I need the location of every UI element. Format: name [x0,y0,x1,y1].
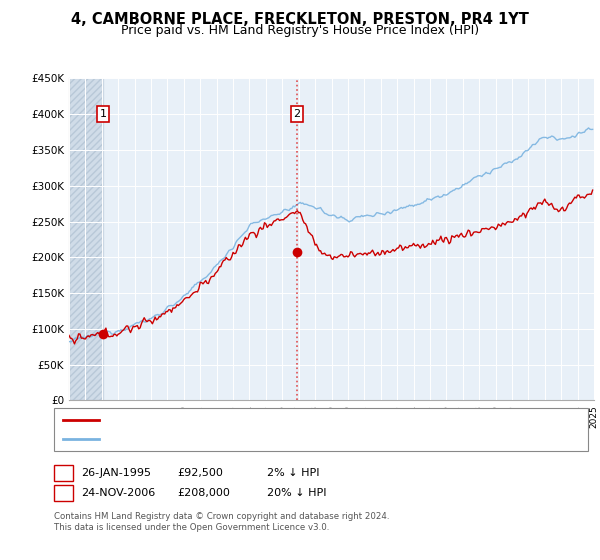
Text: 1: 1 [60,468,67,478]
Text: 2: 2 [293,109,301,119]
Text: 4, CAMBORNE PLACE, FRECKLETON, PRESTON, PR4 1YT (detached house): 4, CAMBORNE PLACE, FRECKLETON, PRESTON, … [105,415,488,425]
Text: Price paid vs. HM Land Registry's House Price Index (HPI): Price paid vs. HM Land Registry's House … [121,24,479,37]
Text: £92,500: £92,500 [177,468,223,478]
Text: 2% ↓ HPI: 2% ↓ HPI [267,468,320,478]
Text: 2: 2 [60,488,67,498]
Text: 4, CAMBORNE PLACE, FRECKLETON, PRESTON, PR4 1YT: 4, CAMBORNE PLACE, FRECKLETON, PRESTON, … [71,12,529,27]
Text: 1: 1 [100,109,106,119]
Text: 24-NOV-2006: 24-NOV-2006 [81,488,155,498]
Text: HPI: Average price, detached house, Fylde: HPI: Average price, detached house, Fyld… [105,434,325,444]
Text: 26-JAN-1995: 26-JAN-1995 [81,468,151,478]
Bar [69,78,103,400]
Text: £208,000: £208,000 [177,488,230,498]
Text: 20% ↓ HPI: 20% ↓ HPI [267,488,326,498]
Bar [69,78,103,400]
Text: Contains HM Land Registry data © Crown copyright and database right 2024.
This d: Contains HM Land Registry data © Crown c… [54,512,389,532]
